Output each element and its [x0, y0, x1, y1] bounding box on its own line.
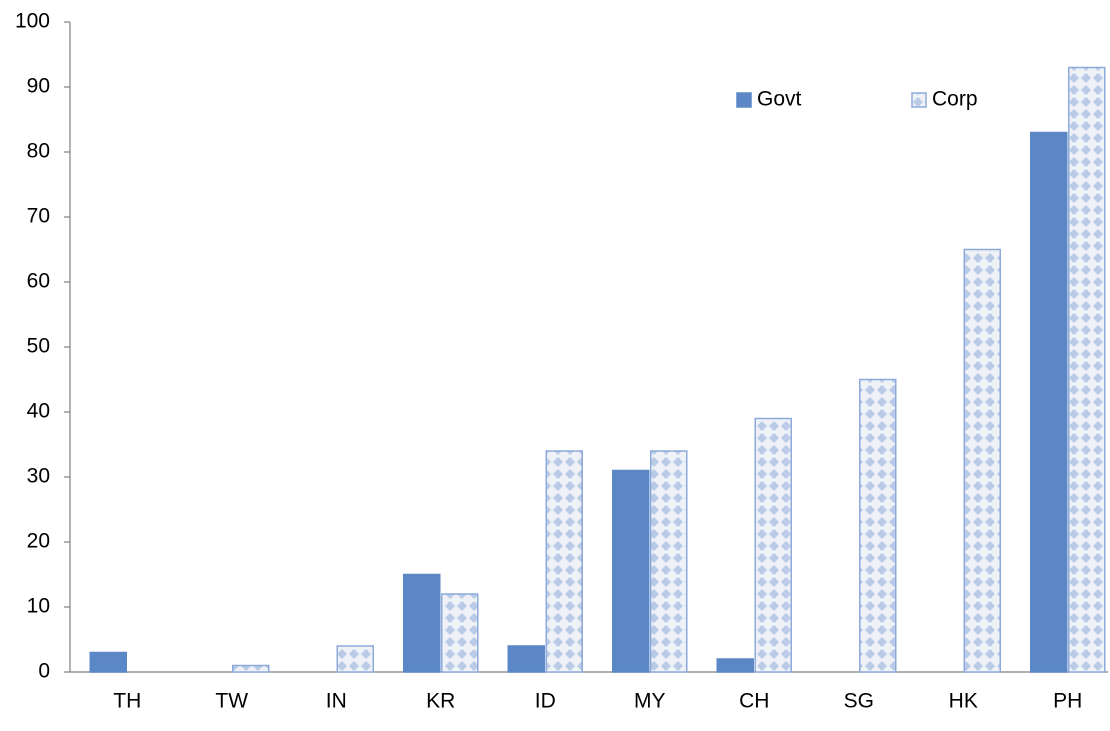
- x-tick-label: PH: [1053, 690, 1082, 713]
- y-tick-label: 20: [27, 530, 50, 553]
- bar: [716, 658, 754, 673]
- x-tick-label: ID: [535, 690, 556, 713]
- legend-label: Corp: [932, 88, 978, 111]
- bar: [754, 417, 792, 673]
- legend-label: Govt: [757, 88, 802, 111]
- bar: [1068, 66, 1106, 673]
- y-tick-label: 30: [27, 465, 50, 488]
- y-tick-label: 40: [27, 400, 50, 423]
- legend-swatch: [736, 92, 752, 108]
- x-tick-label: CH: [739, 690, 769, 713]
- x-tick-label: TH: [113, 690, 141, 713]
- bar: [403, 573, 441, 673]
- x-tick-label: TW: [215, 690, 248, 713]
- bar: [963, 248, 1001, 673]
- x-tick-label: MY: [634, 690, 666, 713]
- bar: [612, 469, 650, 673]
- y-tick-label: 60: [27, 270, 50, 293]
- legend-swatch: [911, 92, 927, 108]
- y-tick-label: 90: [27, 75, 50, 98]
- x-tick-label: KR: [426, 690, 455, 713]
- bar: [1030, 131, 1068, 673]
- y-tick-label: 80: [27, 140, 50, 163]
- bar: [336, 645, 374, 673]
- x-tick-label: IN: [326, 690, 347, 713]
- bar: [859, 378, 897, 673]
- x-tick-label: HK: [949, 690, 978, 713]
- bar: [89, 651, 127, 673]
- y-tick-label: 100: [15, 10, 50, 33]
- bar: [232, 664, 270, 673]
- bar: [650, 450, 688, 673]
- bar: [507, 645, 545, 673]
- bar: [545, 450, 583, 673]
- y-tick-label: 0: [38, 660, 50, 683]
- bar: [441, 593, 479, 673]
- y-tick-label: 70: [27, 205, 50, 228]
- y-tick-label: 10: [27, 595, 50, 618]
- y-tick-label: 50: [27, 335, 50, 358]
- x-tick-label: SG: [844, 690, 874, 713]
